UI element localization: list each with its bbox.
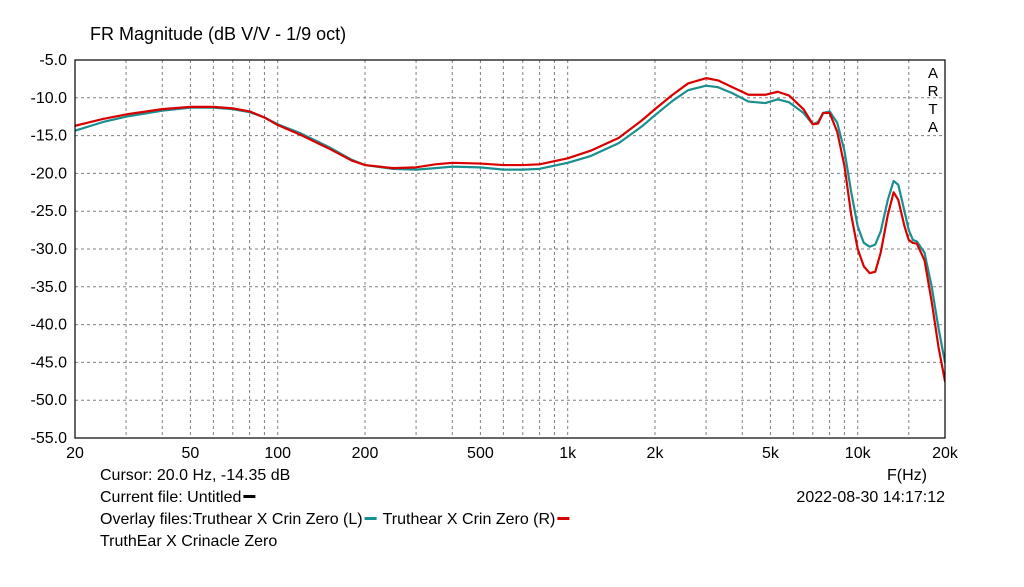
x-axis-label: F(Hz) <box>887 467 927 484</box>
y-tick-label: -5.0 <box>39 52 67 69</box>
watermark-char: A <box>928 119 938 136</box>
y-tick-label: -15.0 <box>31 128 68 145</box>
current-file-dash <box>243 495 255 498</box>
overlay2-name: Truthear X Crin Zero (R) <box>383 511 556 528</box>
x-tick-label: 5k <box>762 445 780 462</box>
y-tick-label: -30.0 <box>31 241 68 258</box>
chart-title: FR Magnitude (dB V/V - 1/9 oct) <box>90 24 346 44</box>
watermark-char: A <box>928 65 938 82</box>
x-tick-label: 10k <box>845 445 872 462</box>
cursor-info: Cursor: 20.0 Hz, -14.35 dB <box>100 467 290 484</box>
y-tick-label: -40.0 <box>31 317 68 334</box>
y-tick-label: -20.0 <box>31 165 68 182</box>
figure-container: FR Magnitude (dB V/V - 1/9 oct) -5.0 -10.0… <box>0 0 1024 587</box>
watermark-char: T <box>928 101 937 118</box>
x-tick-label: 1k <box>559 445 577 462</box>
overlay-summary: TruthEar X Crinacle Zero <box>100 533 277 550</box>
overlay-prefix: Overlay files: <box>100 511 192 528</box>
y-tick-label: -45.0 <box>31 354 68 371</box>
x-tick-label: 100 <box>264 445 291 462</box>
overlay2-swatch <box>557 517 569 520</box>
fr-chart: FR Magnitude (dB V/V - 1/9 oct) -5.0 -10.0… <box>0 0 1024 587</box>
overlay1-swatch <box>365 517 377 520</box>
timestamp: 2022-08-30 14:17:12 <box>796 489 945 506</box>
x-tick-label: 20 <box>66 445 84 462</box>
current-file-label: Current file: Untitled <box>100 489 241 506</box>
x-tick-label: 200 <box>352 445 379 462</box>
x-tick-label: 50 <box>182 445 200 462</box>
overlay1-name: Truthear X Crin Zero (L) <box>192 511 362 528</box>
watermark-char: R <box>928 83 939 100</box>
x-tick-label: 20k <box>932 445 959 462</box>
y-tick-label: -35.0 <box>31 279 68 296</box>
y-tick-label: -10.0 <box>31 90 68 107</box>
y-tick-label: -55.0 <box>31 430 68 447</box>
y-tick-label: -25.0 <box>31 203 68 220</box>
x-tick-label: 2k <box>647 445 665 462</box>
y-tick-label: -50.0 <box>31 392 68 409</box>
x-tick-label: 500 <box>467 445 494 462</box>
